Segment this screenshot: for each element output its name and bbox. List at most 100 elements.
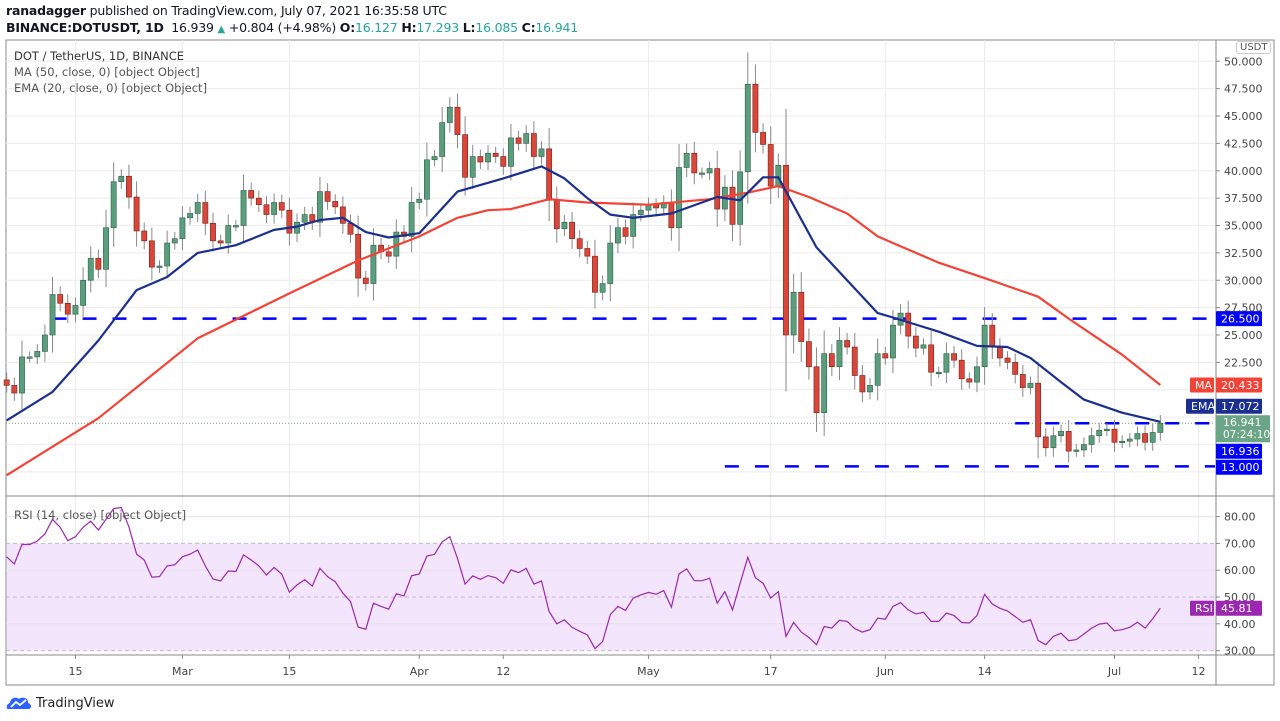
tradingview-footer[interactable]: TradingView [6,695,115,711]
candle [699,167,705,179]
candle [141,222,148,250]
candle-body-down [3,379,10,386]
candle [920,338,927,355]
time-tick-label: 12 [1192,665,1206,678]
candle-body-down [1111,428,1118,443]
candle [19,340,25,410]
candle [248,182,255,206]
last-price-bg [1216,415,1270,443]
price-tick-label: 25.000 [1224,329,1263,342]
candle-body-down [798,291,805,342]
price-tick-label: 35.000 [1224,220,1263,233]
candle-body-up [41,334,48,352]
candle-body-up [1073,449,1080,452]
candle-body-up [26,356,33,359]
price-tick-label: 45.000 [1224,110,1263,123]
candle [691,141,698,185]
candle [148,227,155,281]
candle-body-up [935,371,942,375]
candle [630,202,637,249]
candle [828,344,835,377]
candle [790,274,797,354]
candle [844,333,850,355]
candle-body-down [11,385,18,394]
currency-badge[interactable]: USDT [1236,41,1272,54]
candle-body-down [1019,374,1026,388]
author-name[interactable]: ranadagger [6,3,86,18]
candle-body-down [126,175,132,198]
candle-body-down [851,346,858,376]
candle [11,377,18,401]
candle [576,230,583,257]
candle-body-up [1134,433,1141,440]
candle-body-up [431,156,438,161]
candle-body-down [752,83,759,133]
candle [492,146,499,163]
candle [706,161,713,180]
ema-value-tag: 17.072 [1216,398,1262,414]
candle [87,246,94,293]
candle-body-up [118,175,125,183]
time-tick-label: Apr [410,665,430,678]
candle-body-down [492,152,499,157]
candle [278,194,285,218]
candle-body-up [676,167,682,228]
candle [966,372,973,389]
level-price-label-text: 16.936 [1221,445,1260,458]
ema-legend[interactable]: EMA (20, close, 0) [object Object] [14,81,208,95]
candle [958,349,965,390]
candle-body-up [607,242,614,284]
candle-body-down [286,209,293,234]
candle-body-up [225,225,232,244]
candle [217,234,224,250]
up-arrow-icon: ▲ [217,24,226,35]
candle-body-down [584,248,591,257]
candle-body-up [943,353,950,373]
candle-body-up [867,385,873,393]
candle-body-down [958,359,965,380]
candle [126,164,132,209]
rsi-legend[interactable]: RSI (14, close) [object Object] [14,508,187,522]
candle-body-up [614,227,621,244]
candle-body-down [569,221,575,239]
candle-body-up [630,214,637,237]
candle-body-down [133,196,140,232]
high-value: 17.293 [416,20,459,35]
candle-body-up [233,225,239,228]
price-change: +0.804 (+4.98%) [228,20,336,35]
ma-legend[interactable]: MA (50, close, 0) [object Object] [14,65,200,79]
candle [500,148,507,175]
candle-body-up [508,137,514,167]
candle [798,272,805,362]
candle-body-down [905,312,912,337]
time-tick-label: Mar [172,665,193,678]
published-text: published on TradingView.com, July 07, 2… [89,3,447,18]
candle [1119,435,1126,449]
candle-body-up [446,106,453,123]
rsi-name-tag-text: RSI [1195,602,1213,615]
candle-body-up [974,366,980,383]
candle [64,294,71,323]
candle-body-up [1119,440,1126,444]
tradingview-logo-icon [6,697,32,709]
candle-body-up [699,172,705,175]
level-price-label-bg [1216,443,1262,459]
level-price-label: 16.936 [1216,443,1262,459]
candle-body-up [110,181,117,228]
candle-body-down [1065,431,1072,452]
candle [477,149,484,170]
candle [110,162,117,247]
level-price-label-text: 26.500 [1221,313,1260,326]
candle-body-up [1149,432,1156,443]
candle [1050,426,1057,457]
candle-body-down [714,168,721,210]
candle [951,346,957,368]
candle-body-down [989,324,996,348]
candle-body-up [599,283,606,293]
candle [569,211,575,250]
candle [255,190,262,213]
candle-body-down [462,134,468,178]
candle [1103,423,1110,437]
